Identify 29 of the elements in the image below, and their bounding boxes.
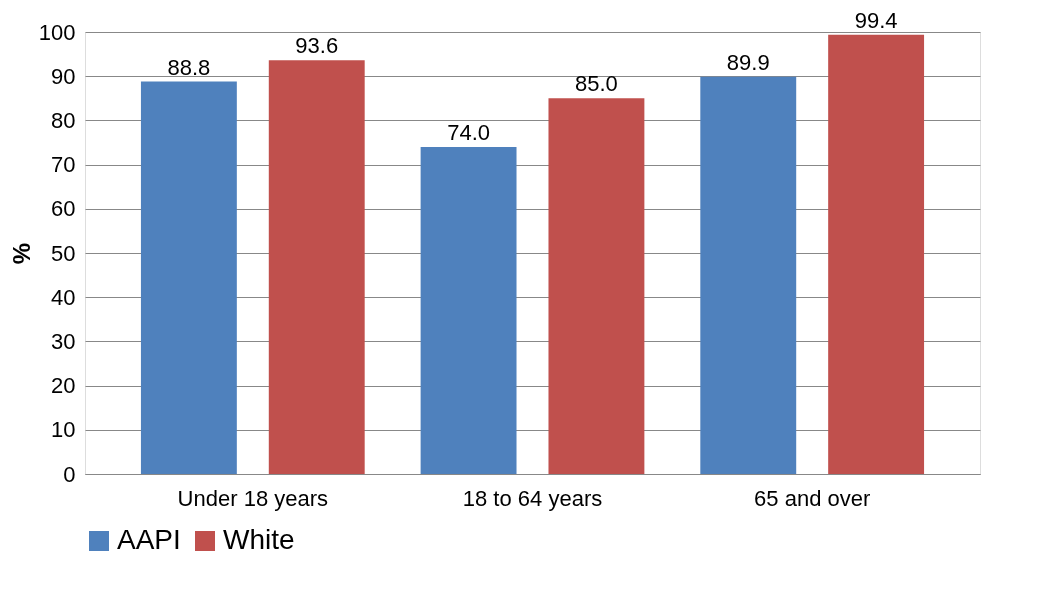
legend-label: AAPI	[117, 524, 181, 555]
bar	[268, 60, 365, 474]
data-label: 74.0	[447, 119, 490, 145]
y-axis-title: %	[7, 242, 35, 265]
y-tick-label: 60	[51, 196, 76, 222]
x-tick-label: Under 18 years	[177, 485, 329, 511]
data-label: 99.4	[854, 7, 898, 33]
y-tick-label: 40	[51, 284, 76, 310]
x-tick-label: 65 and over	[754, 485, 871, 511]
data-label: 93.6	[295, 33, 339, 59]
data-label: 88.8	[167, 54, 211, 80]
y-tick-label: 70	[51, 152, 76, 178]
bar	[140, 81, 237, 474]
y-tick-label: 90	[51, 63, 76, 89]
data-label: 85.0	[575, 71, 618, 97]
legend-label: White	[223, 524, 295, 555]
y-tick-label: 100	[38, 19, 76, 45]
y-tick-label: 50	[51, 240, 76, 266]
bar	[420, 146, 517, 474]
x-tick-label: 18 to 64 years	[462, 485, 603, 511]
bar	[828, 34, 925, 474]
y-tick-label: 20	[51, 373, 76, 399]
y-tick-label: 0	[63, 461, 76, 487]
y-tick-label: 80	[51, 107, 76, 133]
bar	[700, 76, 797, 474]
bar	[548, 98, 645, 474]
y-tick-label: 30	[51, 328, 76, 354]
data-label: 89.9	[726, 49, 770, 75]
y-tick-label: 10	[51, 417, 76, 443]
